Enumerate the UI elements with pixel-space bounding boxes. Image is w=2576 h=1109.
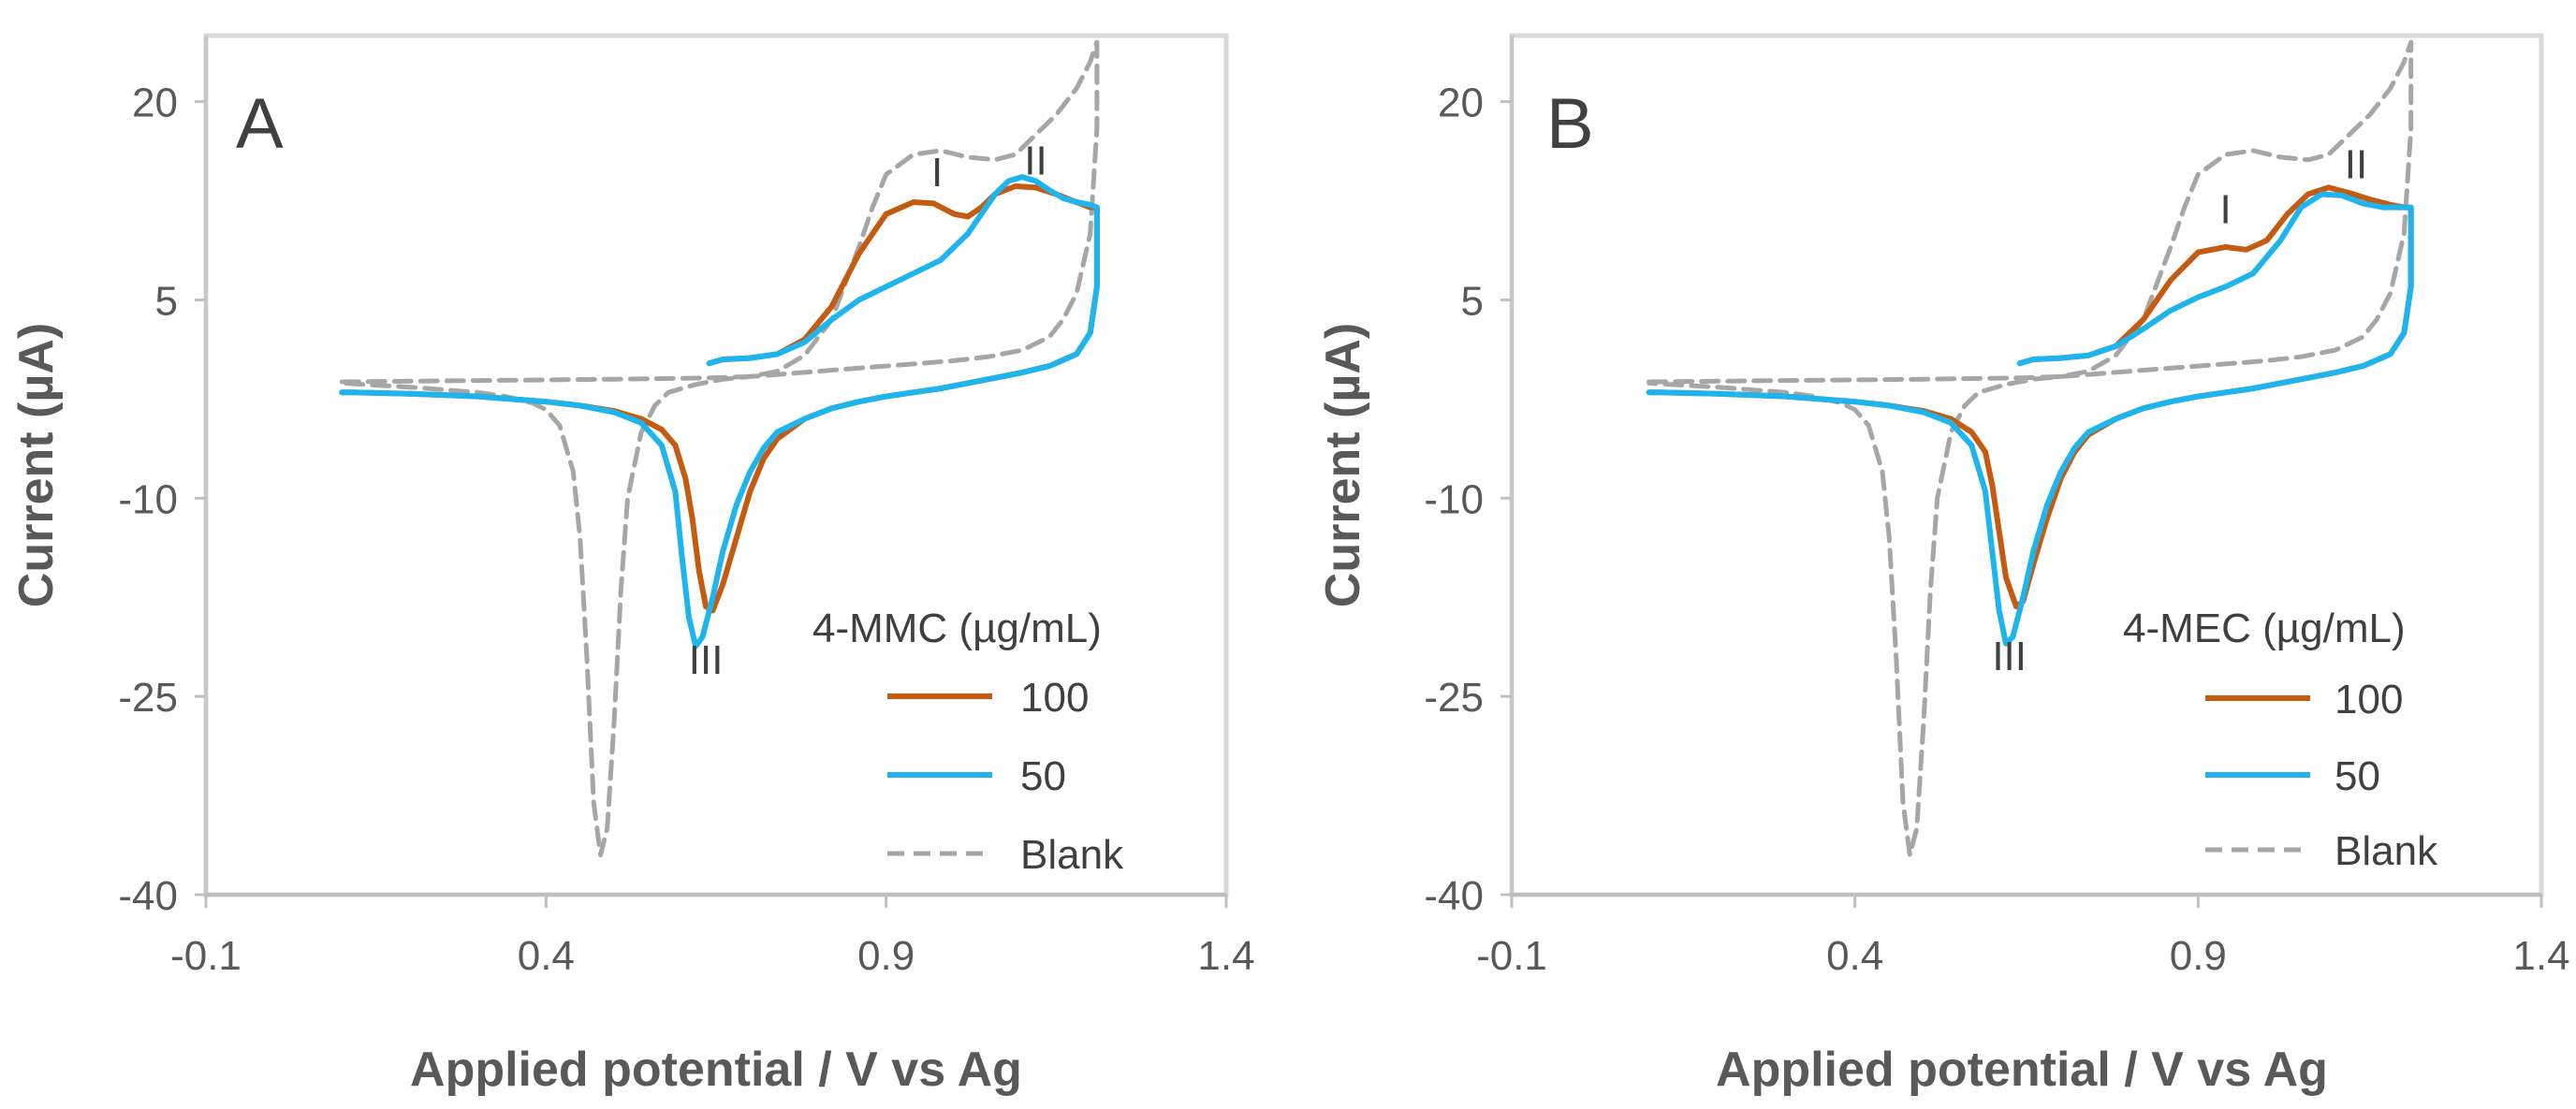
y-tick-label: -10 [118,476,178,522]
peak-label: II [1024,138,1046,183]
x-axis-label: Applied potential / V vs Ag [410,1043,1022,1097]
legend-label-50: 50 [2334,753,2380,799]
legend-label-blank: Blank [1020,832,1124,878]
y-axis-label: Current (µA) [9,323,64,607]
panel-letter: B [1546,84,1594,164]
peak-label: I [2220,187,2232,233]
legend-label-50: 50 [1020,753,1066,799]
y-tick-label: -10 [1424,476,1484,522]
y-tick-group: 20 5 -10 -25 -40 [1424,80,1512,919]
y-tick-label: 20 [1438,80,1484,126]
y-tick-label: 5 [1461,278,1484,324]
y-tick-label: 5 [155,278,178,324]
series-line-blank [1647,39,2414,858]
legend-label-100: 100 [1020,675,1089,721]
series-line-blank [339,39,1100,858]
y-tick-label: -40 [118,873,178,919]
plot-area-border [203,33,1229,897]
x-axis-label: Applied potential / V vs Ag [1716,1043,2328,1097]
x-tick-group: -0.1 0.4 0.9 1.4 [170,895,1255,979]
x-tick-label: 1.4 [1197,933,1254,979]
y-tick-label: 20 [132,80,178,126]
x-tick-group: -0.1 0.4 0.9 1.4 [1476,895,2570,979]
x-tick-label: 0.9 [857,933,915,979]
legend: 4-MMC (µg/mL) 100 50 Blank [812,606,1124,878]
panel-letter: A [236,84,284,164]
x-tick-label: -0.1 [170,933,242,979]
y-axis-label: Current (µA) [1316,323,1370,607]
peak-label: II [2345,142,2367,188]
x-tick-label: 0.4 [1826,933,1883,979]
peak-label: III [1992,634,2027,679]
series-group [339,39,1100,858]
peak-label: I [931,150,943,196]
series-line-50 [339,174,1100,649]
series-line-100 [339,183,1100,614]
legend-label-100: 100 [2334,677,2403,722]
legend-title: 4-MMC (µg/mL) [812,606,1102,651]
plot-area-border [1509,33,2544,897]
y-tick-group: 20 5 -10 -25 -40 [118,80,206,919]
legend: 4-MEC (µg/mL) 100 50 Blank [2123,606,2438,874]
x-tick-label: 1.4 [2512,933,2569,979]
x-tick-label: -0.1 [1476,933,1547,979]
legend-label-blank: Blank [2334,828,2438,874]
x-tick-label: 0.4 [518,933,575,979]
peak-label: III [689,637,724,683]
legend-title: 4-MEC (µg/mL) [2123,606,2406,651]
series-group [1646,39,2414,858]
series-line-50 [1646,191,2414,647]
y-tick-label: -25 [118,675,178,721]
x-tick-label: 0.9 [2170,933,2227,979]
y-tick-label: -25 [1424,675,1484,721]
y-tick-label: -40 [1424,873,1484,919]
